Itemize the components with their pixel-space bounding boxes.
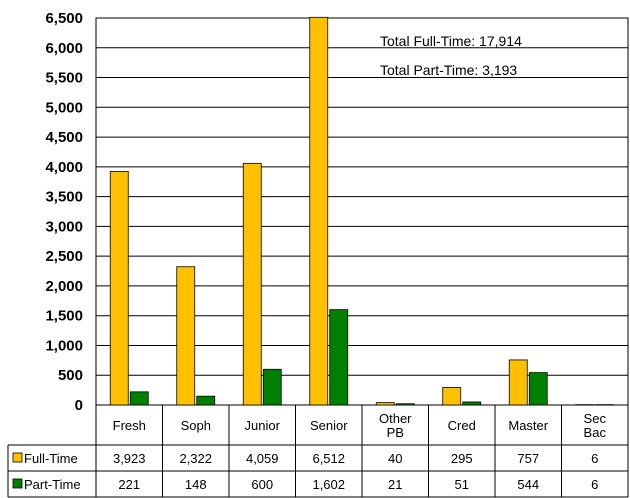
- annotation-total-part-time: Total Part-Time: 3,193: [380, 62, 517, 78]
- y-tick-label: 2,000: [45, 278, 83, 295]
- legend-key-part-time: [12, 478, 23, 489]
- y-axis: 0 500 1,000 1,500 2,000 2,500 3,000 3,500 4,000 4…: [45, 10, 83, 414]
- bars: [109, 16, 615, 406]
- bar-full-time: [176, 266, 196, 406]
- y-tick-label: 4,000: [45, 159, 83, 176]
- y-tick-label: 5,000: [45, 99, 83, 116]
- table-value: 4,059: [246, 451, 279, 466]
- bar-part-time: [528, 372, 548, 406]
- table-value: 757: [517, 451, 539, 466]
- annotations: Total Full-Time: 17,914 Total Part-Time:…: [380, 33, 522, 78]
- table-value: 295: [451, 451, 473, 466]
- bar-full-time: [442, 387, 462, 406]
- category-label: Senior: [310, 418, 348, 433]
- table-value: 3,923: [113, 451, 146, 466]
- table-value: 40: [388, 451, 402, 466]
- annotation-total-full-time: Total Full-Time: 17,914: [380, 33, 522, 49]
- y-tick-label: 500: [58, 367, 83, 384]
- bar-part-time: [129, 391, 149, 406]
- table-value: 544: [517, 477, 539, 492]
- table-value: 6: [591, 451, 598, 466]
- category-label: Bac: [584, 425, 607, 440]
- bar-full-time: [242, 162, 262, 406]
- bar-full-time: [109, 171, 129, 406]
- category-label: Cred: [448, 418, 476, 433]
- y-tick-label: 6,000: [45, 40, 83, 57]
- bar-part-time: [595, 404, 615, 406]
- y-tick-label: 2,500: [45, 248, 83, 265]
- table-value: 6,512: [312, 451, 345, 466]
- legend-key-full-time: [12, 452, 23, 463]
- table-value: 148: [185, 477, 207, 492]
- bar-part-time: [329, 309, 349, 406]
- y-tick-label: 5,500: [45, 70, 83, 87]
- bar-full-time: [375, 402, 395, 406]
- plot-area: [95, 17, 629, 406]
- y-tick-label: 6,500: [45, 10, 83, 27]
- bar-part-time: [262, 368, 282, 406]
- bar-full-time: [508, 359, 528, 406]
- category-label: Junior: [245, 418, 281, 433]
- category-label: Other: [379, 411, 412, 426]
- y-tick-label: 4,500: [45, 129, 83, 146]
- y-tick-label: 3,000: [45, 218, 83, 235]
- y-tick-label: 1,500: [45, 308, 83, 325]
- table-value: 6: [591, 477, 598, 492]
- category-label: PB: [387, 425, 404, 440]
- bar-full-time: [309, 16, 329, 406]
- category-label: Master: [508, 418, 548, 433]
- bar-part-time: [196, 395, 216, 406]
- table-value: 221: [118, 477, 140, 492]
- table-value: 1,602: [312, 477, 345, 492]
- y-tick-label: 0: [75, 397, 83, 414]
- legend-label: Part-Time: [24, 477, 81, 492]
- table-value: 2,322: [179, 451, 212, 466]
- table-value: 21: [388, 477, 402, 492]
- table-value: 51: [455, 477, 469, 492]
- category-label: Sec: [584, 411, 607, 426]
- legend-label: Full-Time: [24, 451, 78, 466]
- bar-part-time: [395, 403, 415, 406]
- y-tick-label: 3,500: [45, 189, 83, 206]
- bar-full-time: [575, 404, 595, 406]
- gridlines: [95, 17, 629, 406]
- category-label: Soph: [181, 418, 211, 433]
- bar-part-time: [462, 401, 482, 406]
- category-label: Fresh: [113, 418, 146, 433]
- table-value: 600: [251, 477, 273, 492]
- y-tick-label: 1,000: [45, 337, 83, 354]
